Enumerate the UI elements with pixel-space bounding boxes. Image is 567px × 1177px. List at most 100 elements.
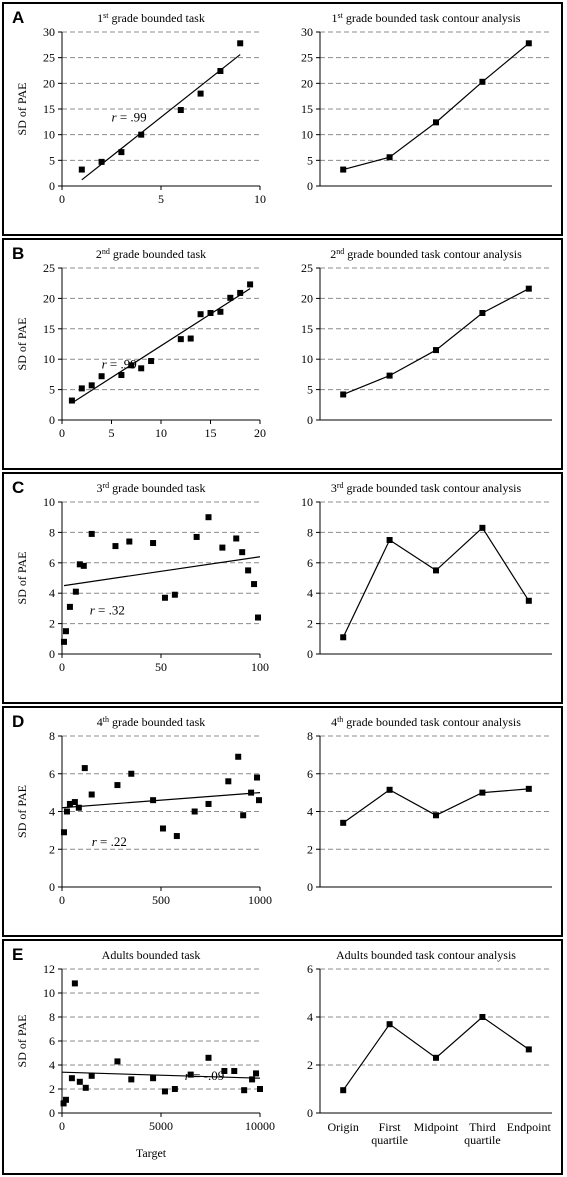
data-point (241, 1087, 248, 1094)
y-tick-label: 0 (49, 1106, 55, 1120)
data-point (118, 149, 125, 156)
panel-svg: Adults bounded task 0 2 4 6 8 10 12 0 5000 10000 SD… (15, 948, 552, 1160)
data-point (227, 294, 234, 301)
contour-line (342, 1016, 530, 1091)
data-point (237, 289, 244, 296)
data-point (118, 372, 125, 379)
contour-point (386, 786, 393, 793)
data-point (207, 309, 214, 316)
data-point (128, 1076, 135, 1083)
panel-label: E (12, 945, 24, 964)
contour-point (525, 785, 532, 792)
y-tick-label: 8 (307, 729, 313, 743)
data-point (78, 385, 85, 392)
x-tick-label: 1000 (248, 893, 272, 907)
data-point (71, 980, 78, 987)
contour-point (479, 78, 486, 85)
contour-point (479, 309, 486, 316)
x-tick-label: 0 (59, 660, 65, 674)
trendline (63, 556, 261, 587)
data-point (217, 308, 224, 315)
x-tick-label: 0 (59, 426, 65, 440)
category-label: Midpoint (414, 1120, 459, 1134)
data-point (150, 540, 157, 547)
contour-line (342, 288, 530, 396)
y-tick-label: 4 (49, 1058, 55, 1072)
correlation-annotation: r = .99 (102, 356, 137, 371)
y-tick-label: 6 (49, 556, 55, 570)
data-point (197, 311, 204, 318)
y-tick-label: 6 (307, 767, 313, 781)
y-tick-label: 5 (49, 153, 55, 167)
category-label: First quartile (371, 1120, 408, 1147)
x-tick-label: 10 (254, 192, 266, 206)
contour-point (525, 285, 532, 292)
y-tick-label: 4 (307, 805, 313, 819)
y-tick-label: 10 (301, 128, 313, 142)
data-point (161, 1088, 168, 1095)
data-point (112, 543, 119, 550)
data-point (253, 1070, 260, 1077)
y-tick-label: 0 (307, 179, 313, 193)
data-point (88, 791, 95, 798)
data-point (231, 1068, 238, 1074)
x-tick-label: 0 (59, 192, 65, 206)
data-point (256, 797, 263, 804)
y-tick-label: 20 (301, 291, 313, 305)
data-point (88, 1072, 95, 1079)
contour-point (479, 524, 486, 531)
panel-d: D 4th grade bounded task 0 2 4 6 8 0 500 1000 SD o… (2, 706, 563, 937)
data-point (245, 567, 252, 574)
data-point (126, 538, 133, 545)
data-point (225, 778, 232, 785)
chart-title: 2nd grade bounded task (96, 247, 206, 262)
data-point (248, 789, 255, 796)
data-point (82, 1084, 89, 1091)
data-point (219, 544, 226, 551)
correlation-annotation: r = .22 (92, 834, 127, 849)
contour-point (433, 812, 439, 819)
y-tick-label: 10 (301, 495, 313, 509)
y-tick-label: 20 (301, 76, 313, 90)
y-tick-label: 10 (301, 352, 313, 366)
x-tick-label: 5 (158, 192, 164, 206)
y-tick-label: 6 (307, 962, 313, 976)
data-point (81, 765, 88, 772)
data-point (88, 530, 95, 537)
data-point (80, 562, 87, 569)
data-point (148, 358, 155, 365)
contour-point (525, 40, 532, 47)
chart-title: Adults bounded task (102, 948, 201, 962)
panel-label: C (12, 478, 25, 497)
data-point (159, 825, 166, 832)
data-point (235, 753, 242, 760)
contour-point (386, 537, 393, 543)
data-point (60, 829, 67, 836)
data-point (60, 1100, 67, 1107)
y-tick-label: 30 (301, 25, 313, 39)
x-tick-label: 10 (155, 426, 167, 440)
data-point (138, 131, 145, 138)
data-point (63, 808, 70, 815)
data-point (75, 804, 82, 811)
data-point (233, 535, 240, 542)
y-tick-label: 6 (49, 767, 55, 781)
y-tick-label: 15 (301, 322, 313, 336)
y-axis-title: SD of PAE (15, 785, 29, 838)
panel-a: A 1st grade bounded task 0 5 10 15 20 25 30 0 5 10 S… (2, 2, 563, 236)
data-point (138, 365, 145, 372)
y-tick-label: 25 (43, 261, 55, 275)
contour-point (340, 634, 347, 641)
contour-point (479, 1014, 486, 1020)
data-point (114, 1058, 121, 1065)
trendline (81, 54, 241, 181)
x-tick-label: 500 (152, 893, 170, 907)
correlation-annotation: r = .32 (90, 602, 125, 617)
data-point (62, 628, 69, 635)
y-tick-label: 10 (43, 352, 55, 366)
data-point (76, 1078, 83, 1085)
data-point (68, 1075, 75, 1082)
y-tick-label: 8 (307, 525, 313, 539)
